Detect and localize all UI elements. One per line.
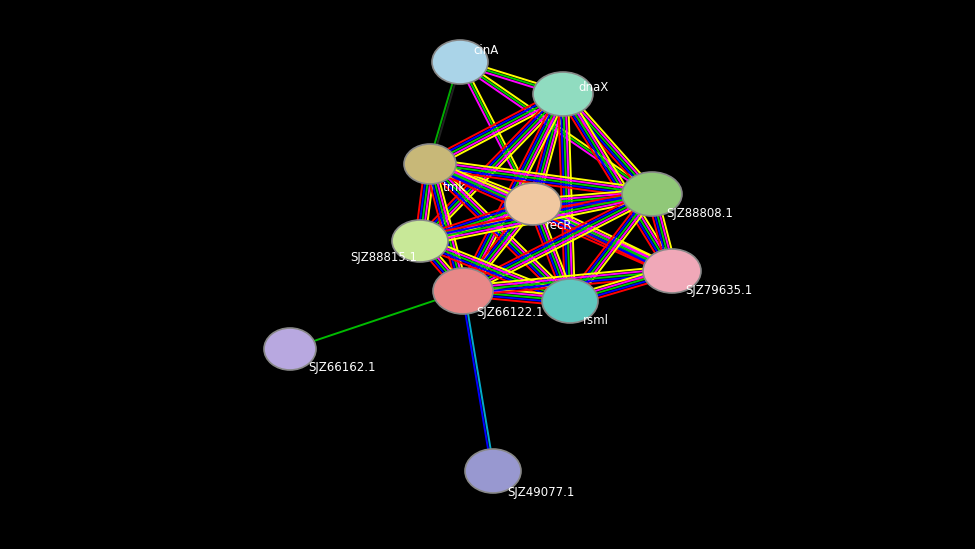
Ellipse shape (432, 40, 488, 84)
Text: recR: recR (546, 219, 572, 232)
Text: SJZ66122.1: SJZ66122.1 (476, 306, 543, 319)
Text: SJZ49077.1: SJZ49077.1 (507, 486, 574, 499)
Text: SJZ66162.1: SJZ66162.1 (308, 361, 375, 374)
Ellipse shape (533, 72, 593, 116)
Text: cinA: cinA (473, 44, 498, 57)
Ellipse shape (433, 268, 493, 314)
Ellipse shape (505, 183, 561, 225)
Ellipse shape (392, 220, 448, 262)
Ellipse shape (264, 328, 316, 370)
Ellipse shape (643, 249, 701, 293)
Ellipse shape (542, 279, 598, 323)
Text: dnaX: dnaX (578, 81, 608, 94)
Text: SJZ88815.1: SJZ88815.1 (350, 251, 417, 264)
Text: rsml: rsml (583, 314, 609, 327)
Ellipse shape (465, 449, 521, 493)
Text: tmk: tmk (443, 181, 466, 194)
Ellipse shape (622, 172, 682, 216)
Text: SJZ88808.1: SJZ88808.1 (666, 207, 733, 220)
Text: SJZ79635.1: SJZ79635.1 (685, 284, 753, 297)
Ellipse shape (404, 144, 456, 184)
